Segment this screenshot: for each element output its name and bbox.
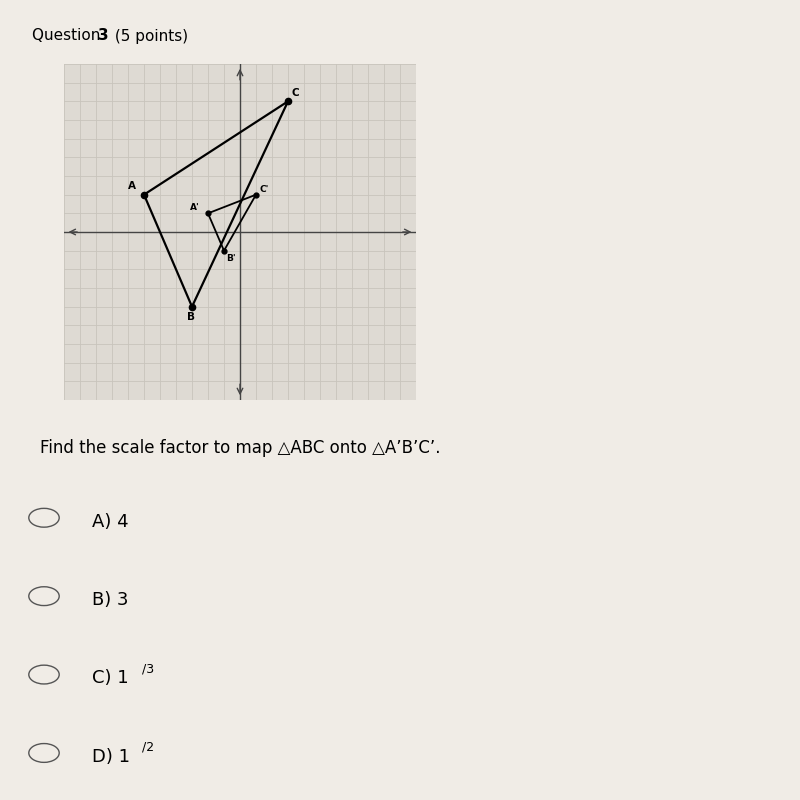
Text: Question: Question	[32, 29, 106, 43]
Text: C: C	[291, 88, 299, 98]
Text: A: A	[128, 181, 136, 191]
Text: A) 4: A) 4	[92, 513, 129, 530]
Text: (5 points): (5 points)	[110, 29, 188, 43]
Text: Find the scale factor to map △ABC onto △A’B’C’.: Find the scale factor to map △ABC onto △…	[40, 439, 441, 458]
Text: /2: /2	[142, 741, 154, 754]
Text: B) 3: B) 3	[92, 591, 129, 609]
Text: 3: 3	[98, 29, 109, 43]
Text: C': C'	[259, 185, 269, 194]
Text: B: B	[187, 312, 195, 322]
Text: B': B'	[226, 254, 236, 263]
Text: C) 1: C) 1	[92, 670, 129, 687]
Text: /3: /3	[142, 662, 154, 675]
Text: D) 1: D) 1	[92, 748, 130, 766]
Text: A': A'	[190, 202, 200, 212]
